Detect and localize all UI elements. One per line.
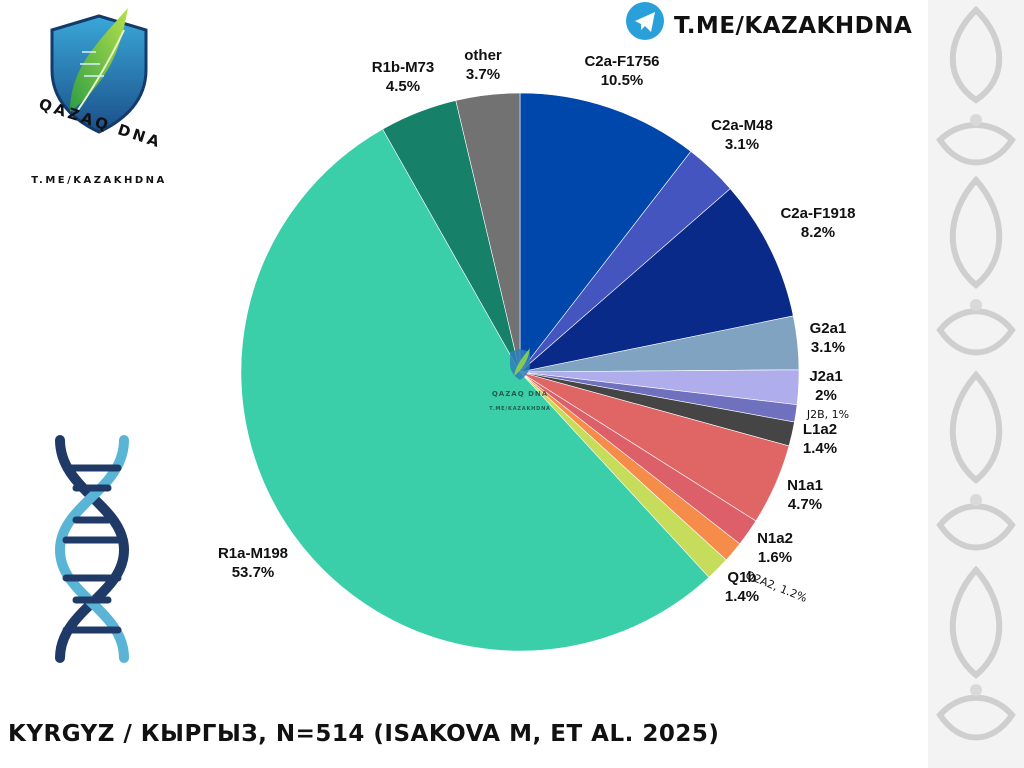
pie-label-j2b: J2B, 1% xyxy=(806,408,849,421)
watermark-link: T.ME/KAZAKHDNA xyxy=(489,406,550,412)
pie-label-other: other 3.7% xyxy=(464,47,502,83)
logo-link: T.ME/KAZAKHDNA xyxy=(31,175,167,186)
pie-label-g2a1: G2a1 3.1% xyxy=(810,320,847,356)
watermark-title: QAZAQ DNA xyxy=(492,390,548,398)
pie-label-l1a2: L1a2 1.4% xyxy=(803,421,837,457)
pie-label-r1a-m198: R1a-M198 53.7% xyxy=(218,545,288,581)
pie-label-c2a-m48: C2a-M48 3.1% xyxy=(711,117,773,153)
telegram-link[interactable]: T.ME/KAZAKHDNA xyxy=(626,2,912,40)
dna-helix-icon xyxy=(54,435,130,663)
pie-slice-c2a-f1918 xyxy=(518,188,794,373)
pie-label-c2a-f1756: C2a-F1756 10.5% xyxy=(584,53,659,89)
pie-chart xyxy=(240,92,800,652)
pie-label-j2a1: J2a1 2% xyxy=(809,368,842,404)
center-watermark: QAZAQ DNA T.ME/KAZAKHDNA xyxy=(489,348,550,412)
pie-label-n1a1: N1a1 4.7% xyxy=(787,477,823,513)
pie-label-n1a2: N1a2 1.6% xyxy=(757,530,793,566)
telegram-link-text: T.ME/KAZAKHDNA xyxy=(674,13,912,39)
pie-slice-r1a-m198 xyxy=(240,128,710,652)
pie-slice-other xyxy=(455,92,521,373)
pie-label-q1b: Q1b 1.4% xyxy=(725,569,759,605)
qazaq-dna-logo: QAZAQ DNA T.ME/KAZAKHDNA xyxy=(31,8,167,186)
footer-caption: KYRGYZ / КЫРГЫЗ, N=514 (ISAKOVA M, ET AL… xyxy=(8,721,720,747)
kazakh-ornament-border xyxy=(928,0,1024,768)
pie-slice-c2a-f1756 xyxy=(519,92,692,373)
pie-label-r1b-m73: R1b-M73 4.5% xyxy=(372,59,435,95)
pie-label-c2a-f1918: C2a-F1918 8.2% xyxy=(780,205,855,241)
